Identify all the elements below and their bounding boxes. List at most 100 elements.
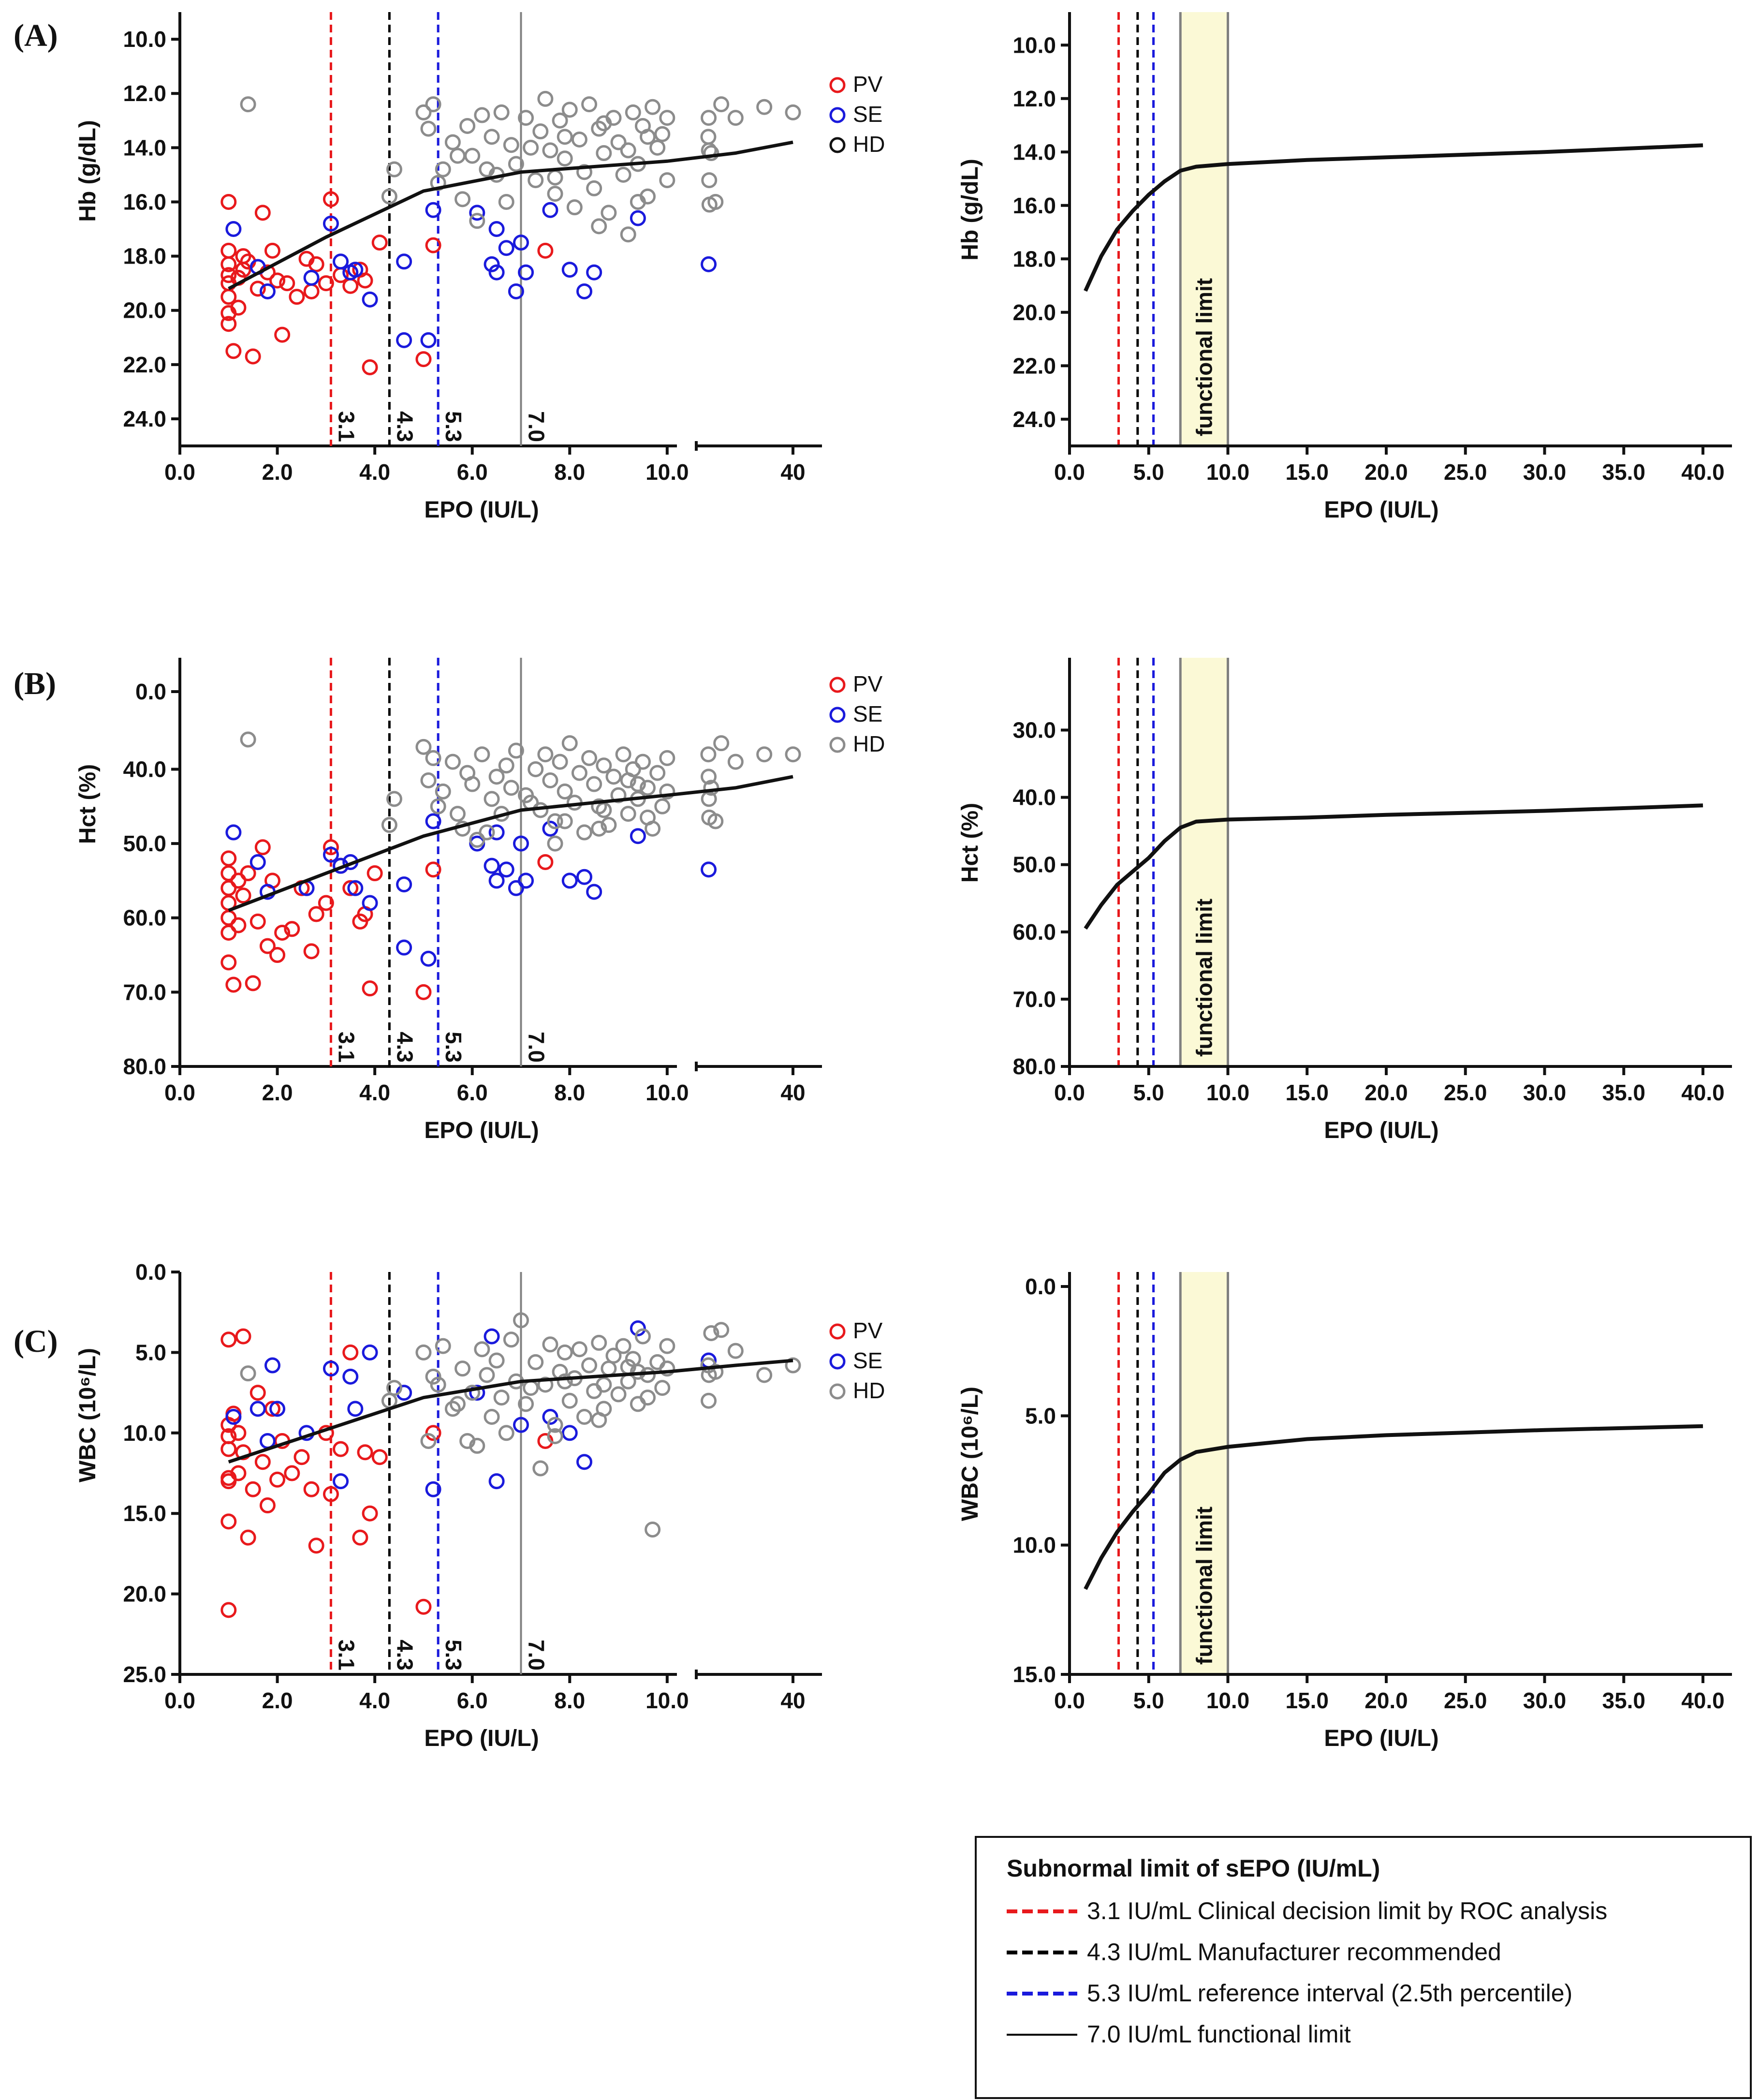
y-axis-title: Hb (g/dL) (957, 159, 983, 261)
data-point-se (488, 873, 505, 889)
y-tick-label: 80.0 (1012, 1054, 1056, 1079)
data-point-pv (357, 272, 373, 289)
y-tick-label: 10.0 (1012, 32, 1056, 58)
x-axis-title: EPO (IU/L) (424, 1726, 539, 1751)
data-point-hd (640, 1390, 656, 1406)
data-point-pv (249, 1385, 266, 1401)
data-point-se (576, 869, 593, 885)
data-point-se (630, 1320, 646, 1336)
data-point-pv (230, 1465, 247, 1481)
data-point-pv (308, 256, 324, 272)
data-point-hd (596, 145, 612, 162)
x-tick-label: 15.0 (1285, 459, 1329, 485)
data-point-pv (220, 256, 237, 272)
key-item-label: 7.0 IU/mL functional limit (1087, 2021, 1351, 2048)
y-tick-label: 24.0 (1012, 407, 1056, 432)
model-curve (1084, 143, 1703, 292)
data-point-pv (415, 1598, 432, 1615)
data-point-hd (566, 199, 583, 216)
data-point-hd (756, 746, 773, 763)
data-point-hd (610, 134, 627, 150)
data-point-hd (532, 123, 549, 140)
data-point-hd (474, 1341, 490, 1358)
data-point-pv (342, 278, 359, 294)
data-point-pv (220, 954, 237, 971)
data-point-pv (254, 205, 271, 221)
data-point-hd (785, 104, 801, 120)
key-box-frame (975, 1836, 1752, 2099)
key-item-label: 4.3 IU/mL Manufacturer recommended (1087, 1938, 1501, 1966)
data-point-se (630, 210, 646, 226)
data-point-hd (479, 824, 495, 841)
data-point-hd (620, 772, 636, 788)
data-point-hd (386, 1380, 402, 1396)
legend-marker-pv (829, 1323, 846, 1340)
y-tick-label: 22.0 (123, 352, 166, 377)
functional-limit-label: functional limit (1191, 899, 1217, 1057)
x-tick-label: 40 (780, 459, 805, 485)
data-point-se (542, 1409, 558, 1425)
functional-limit-label: functional limit (1191, 1507, 1217, 1665)
reference-line-label: 7.0 (524, 1640, 549, 1671)
y-tick-label: 20.0 (123, 298, 166, 323)
scatter-chart: 0.05.010.015.020.025.00.0 2.0 4.0 6.0 8.0 10.… (75, 1259, 885, 1751)
y-tick-label: 18.0 (123, 244, 166, 269)
data-point-se (508, 880, 524, 896)
data-point-hd (449, 1396, 466, 1412)
x-tick-label: 4.0 (359, 1080, 390, 1105)
data-point-pv (357, 1444, 373, 1461)
data-point-hd (713, 96, 730, 113)
y-tick-label: 5.0 (1025, 1403, 1056, 1428)
reference-line-label: 4.3 (392, 1640, 417, 1671)
data-point-hd (537, 746, 554, 763)
data-point-hd (474, 746, 490, 763)
data-point-se (249, 854, 266, 870)
x-tick-label: 0.0 (164, 1688, 195, 1713)
data-point-pv (249, 281, 266, 297)
data-point-pv (254, 1454, 271, 1470)
data-point-hd (561, 1392, 578, 1409)
data-point-hd (513, 1312, 529, 1329)
x-tick-label: 20.0 (1364, 1080, 1408, 1105)
data-point-pv (269, 272, 286, 289)
data-point-hd (518, 1396, 534, 1412)
x-tick-label: 5.0 (1133, 1080, 1164, 1105)
data-point-pv (367, 865, 383, 882)
x-tick-label: 6.0 (457, 459, 488, 485)
reference-line-label: 3.1 (334, 1640, 359, 1671)
data-point-pv (259, 1497, 276, 1514)
x-tick-label: 2.0 (262, 1080, 293, 1105)
x-tick-label: 25.0 (1444, 459, 1487, 485)
data-point-pv (220, 1331, 237, 1348)
data-point-se (469, 1385, 485, 1401)
x-tick-label: 6.0 (457, 1080, 488, 1105)
data-point-hd (381, 188, 397, 205)
data-point-hd (640, 809, 656, 826)
x-tick-label: 0.0 (1054, 1688, 1085, 1713)
data-point-pv (220, 289, 237, 305)
data-point-pv (269, 1471, 286, 1488)
data-point-pv (371, 1449, 388, 1465)
y-tick-label: 5.0 (135, 1340, 166, 1365)
data-point-hd (528, 1354, 544, 1370)
data-point-hd (659, 784, 675, 800)
data-point-hd (649, 765, 666, 781)
data-point-pv (220, 924, 237, 941)
legend-label: HD (853, 1378, 885, 1403)
data-point-pv (220, 1441, 237, 1457)
data-point-se (508, 283, 524, 299)
reference-line-label: 5.3 (441, 411, 466, 442)
data-point-hd (581, 1357, 598, 1374)
legend-marker-hd (829, 1383, 846, 1400)
data-point-hd (547, 835, 563, 852)
x-tick-label: 20.0 (1364, 1688, 1408, 1713)
data-point-hd (605, 1347, 622, 1364)
legend-marker-pv (829, 677, 846, 693)
data-point-se (498, 861, 514, 878)
data-point-hd (654, 1380, 671, 1396)
data-point-pv (230, 299, 247, 316)
y-tick-label: 15.0 (123, 1501, 166, 1526)
x-tick-label: 35.0 (1602, 1688, 1645, 1713)
data-point-pv (342, 1344, 359, 1361)
y-axis-title: Hct (%) (957, 803, 983, 883)
